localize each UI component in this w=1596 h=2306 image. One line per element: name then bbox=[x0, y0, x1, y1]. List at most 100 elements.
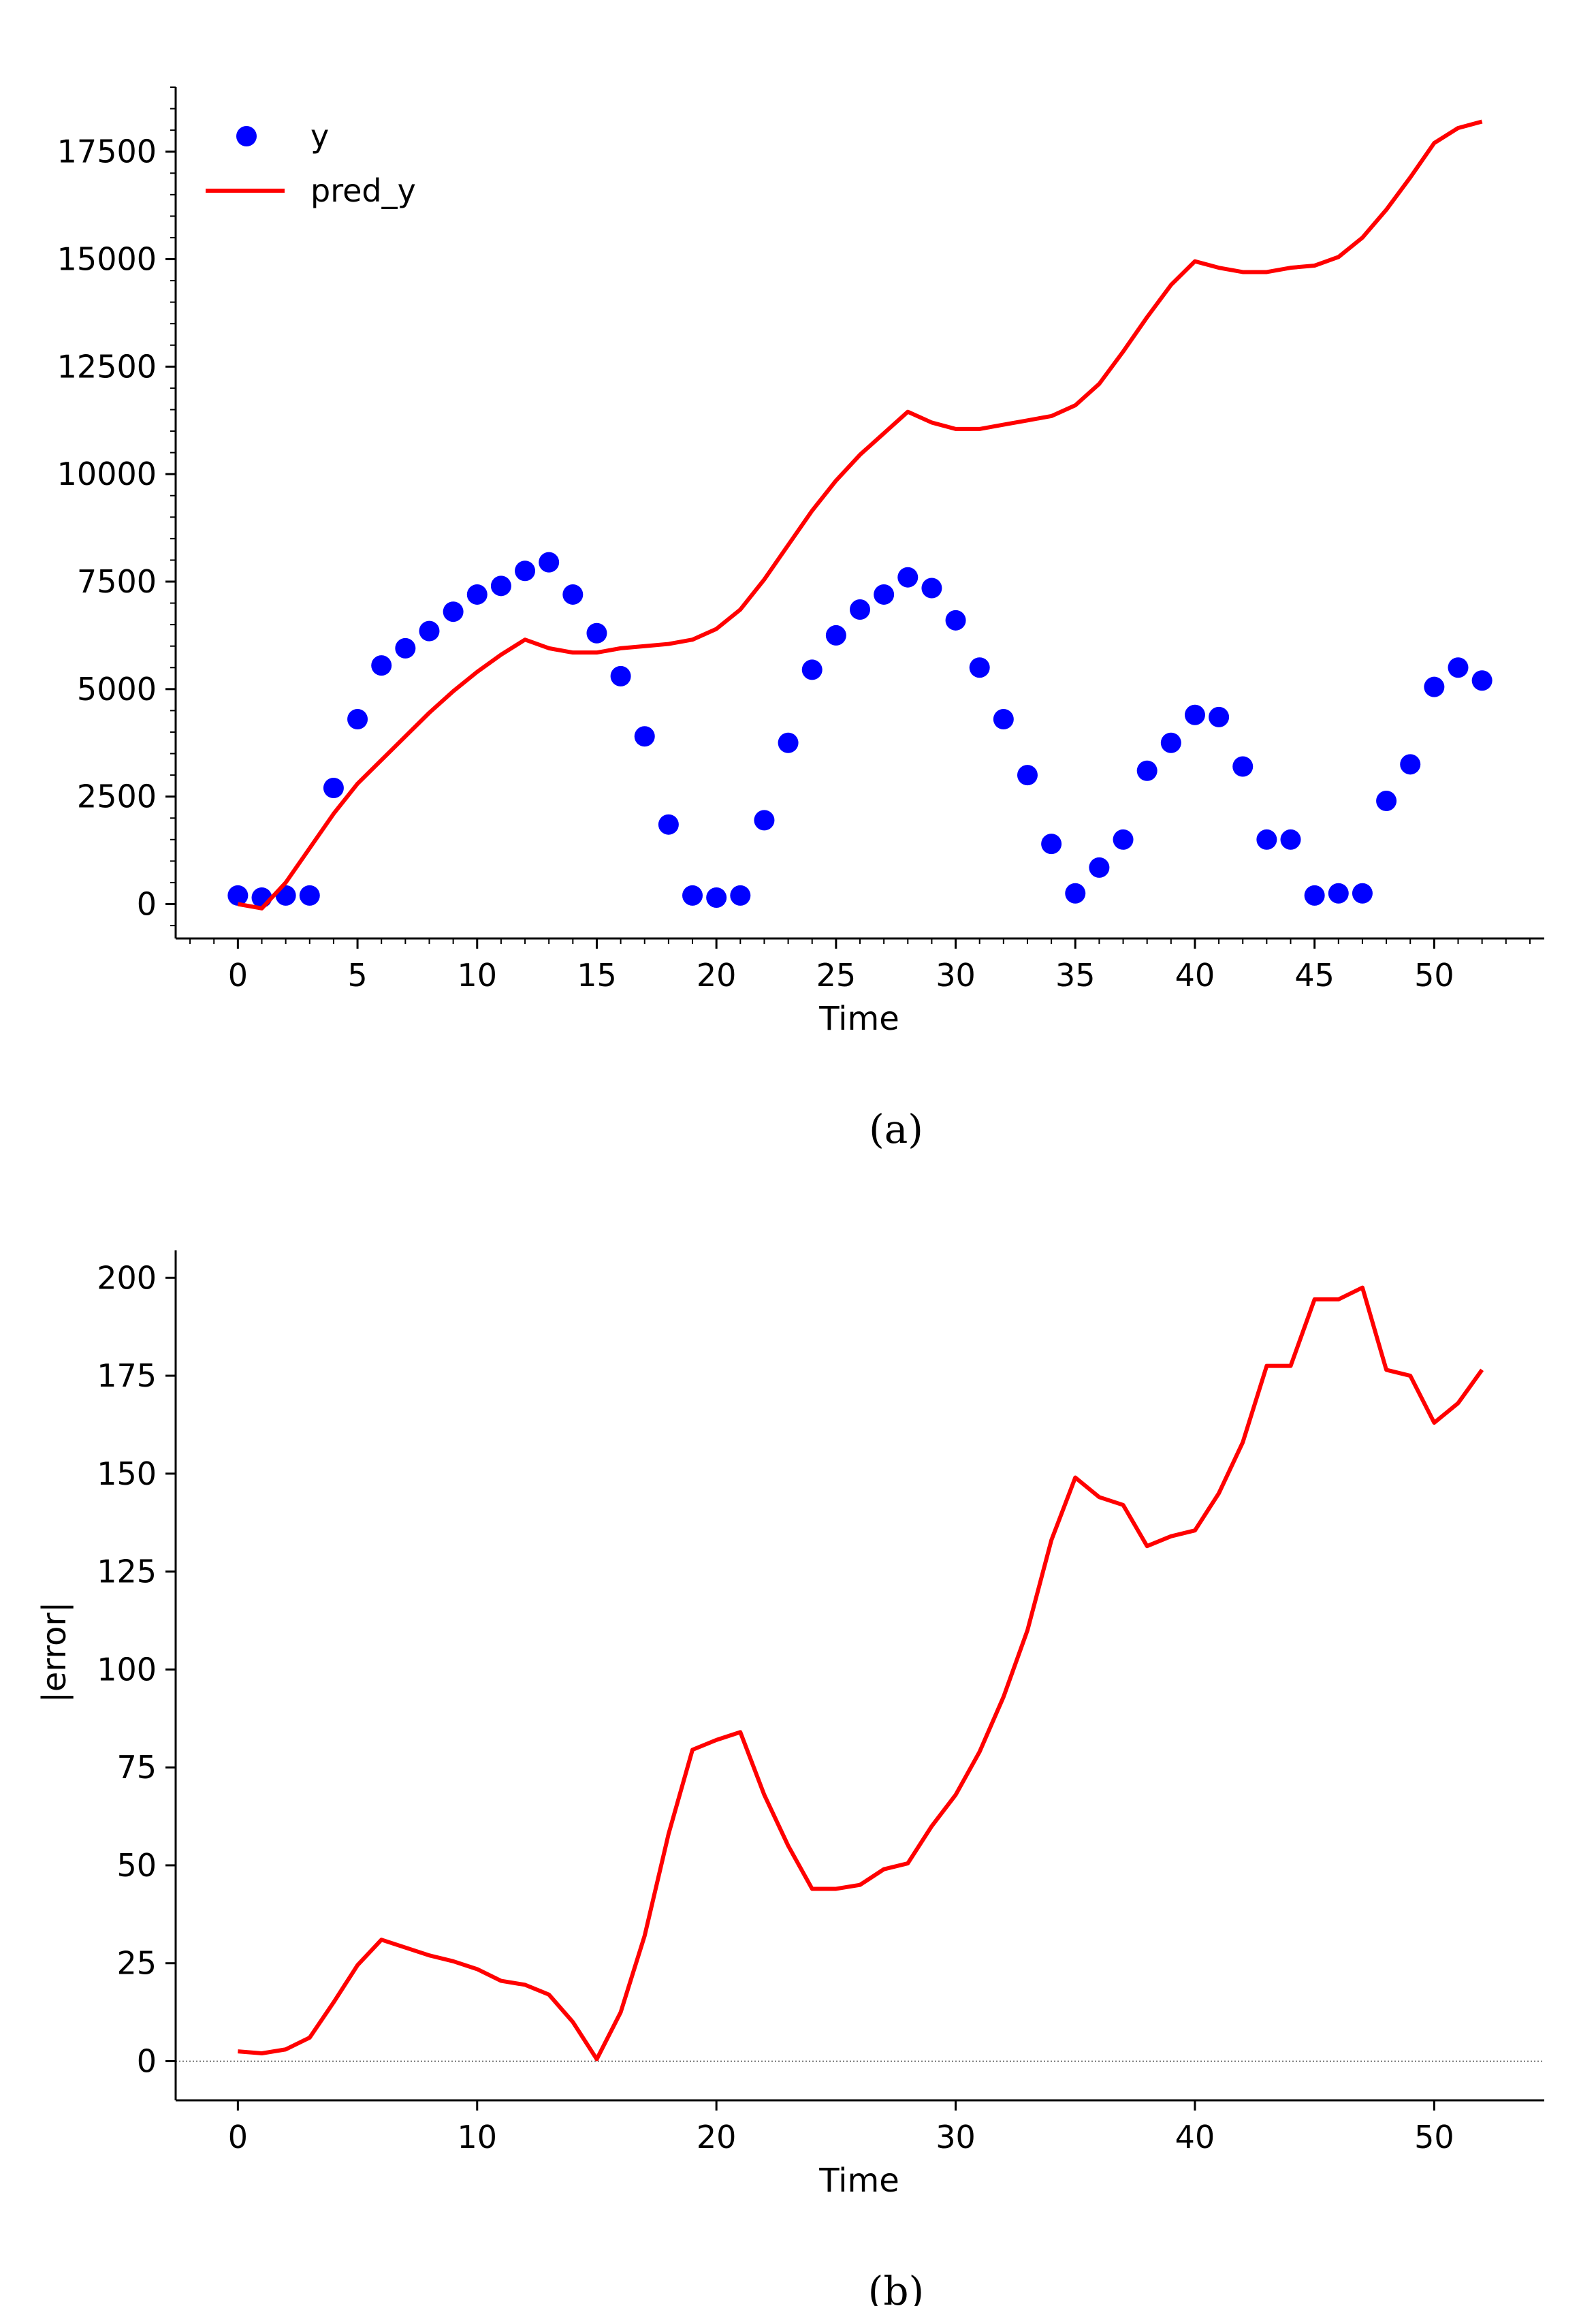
data-point-y-31 bbox=[969, 657, 990, 678]
data-point-y-30 bbox=[945, 610, 966, 631]
x-tick-label: 10 bbox=[457, 2119, 497, 2155]
data-point-y-13 bbox=[539, 552, 560, 573]
data-point-y-21 bbox=[730, 885, 751, 906]
data-point-y-32 bbox=[993, 709, 1014, 730]
data-point-y-8 bbox=[419, 620, 440, 642]
data-point-y-28 bbox=[897, 567, 919, 588]
x-tick-label: 25 bbox=[816, 957, 857, 994]
data-point-y-24 bbox=[801, 659, 823, 680]
series-line-series-0 bbox=[238, 1285, 1484, 2062]
chart-b-ylabel: |error| bbox=[35, 1602, 74, 1703]
data-point-y-17 bbox=[634, 726, 655, 747]
caption-a: (a) bbox=[869, 1106, 923, 1152]
y-tick-label: 75 bbox=[116, 1749, 157, 1786]
data-point-y-27 bbox=[874, 584, 895, 605]
data-point-y-26 bbox=[850, 599, 870, 620]
x-tick-label: 40 bbox=[1175, 2119, 1215, 2155]
data-point-y-11 bbox=[490, 575, 511, 597]
data-point-y-22 bbox=[754, 810, 775, 831]
chart-a-legend: y pred_y bbox=[206, 118, 416, 209]
data-point-y-9 bbox=[443, 601, 464, 622]
y-tick-label: 175 bbox=[97, 1357, 157, 1394]
x-tick-label: 40 bbox=[1175, 957, 1215, 994]
data-point-y-16 bbox=[610, 665, 631, 686]
data-point-y-3 bbox=[299, 885, 320, 906]
data-point-y-47 bbox=[1352, 883, 1373, 904]
data-point-y-33 bbox=[1017, 765, 1038, 786]
data-point-y-5 bbox=[347, 709, 368, 730]
data-point-y-52 bbox=[1471, 670, 1493, 691]
data-point-y-34 bbox=[1041, 834, 1062, 855]
chart-a-axes: 0 5 10 15 20 25 30 35 40 45 50 0 2500 5000 7500 10000 12… bbox=[57, 86, 1544, 994]
legend-marker-y bbox=[236, 126, 257, 146]
chart-b-marks bbox=[176, 1285, 1544, 2062]
data-point-y-18 bbox=[658, 814, 679, 835]
y-tick-label: 2500 bbox=[77, 778, 157, 815]
y-tick-label: 0 bbox=[137, 2042, 157, 2079]
series-line-pred_y bbox=[237, 119, 1483, 911]
data-point-y-4 bbox=[323, 778, 344, 799]
x-tick-label: 0 bbox=[228, 957, 248, 994]
caption-b: (b) bbox=[868, 2268, 924, 2306]
chart-panel-a: 0 5 10 15 20 25 30 35 40 45 50 0 2500 5000 7500 10000 12… bbox=[57, 86, 1544, 1038]
y-tick-label: 100 bbox=[97, 1651, 157, 1688]
x-tick-label: 20 bbox=[697, 957, 737, 994]
chart-b-xlabel: Time bbox=[818, 2162, 899, 2200]
chart-a-xlabel: Time bbox=[818, 1000, 899, 1038]
data-point-y-29 bbox=[921, 578, 942, 599]
x-tick-label: 50 bbox=[1414, 957, 1454, 994]
data-point-y-37 bbox=[1113, 829, 1134, 850]
data-point-y-20 bbox=[706, 887, 727, 909]
data-point-y-42 bbox=[1232, 756, 1254, 777]
x-tick-label: 15 bbox=[577, 957, 617, 994]
data-point-y-39 bbox=[1160, 732, 1181, 753]
x-tick-label: 10 bbox=[457, 957, 497, 994]
chart-b-axes: 0 10 20 30 40 50 0 25 50 75 100 125 150 175 200 bbox=[97, 1250, 1544, 2155]
data-point-y-6 bbox=[371, 655, 392, 676]
y-tick-label: 10000 bbox=[57, 456, 157, 492]
x-tick-label: 50 bbox=[1414, 2119, 1454, 2155]
y-tick-label: 25 bbox=[116, 1945, 157, 1982]
data-point-y-25 bbox=[825, 625, 846, 646]
y-tick-label: 17500 bbox=[57, 133, 157, 170]
data-point-y-35 bbox=[1065, 883, 1086, 904]
x-tick-label: 20 bbox=[697, 2119, 737, 2155]
legend-label-pred-y: pred_y bbox=[310, 172, 416, 209]
y-tick-label: 200 bbox=[97, 1259, 157, 1296]
chart-a-marks bbox=[227, 119, 1493, 911]
data-point-y-10 bbox=[466, 584, 488, 605]
data-point-y-43 bbox=[1256, 829, 1277, 850]
data-point-y-51 bbox=[1448, 657, 1469, 678]
data-point-y-48 bbox=[1376, 790, 1397, 811]
y-tick-label: 150 bbox=[97, 1455, 157, 1492]
data-point-y-23 bbox=[778, 732, 799, 753]
data-point-y-46 bbox=[1328, 883, 1349, 904]
data-point-y-49 bbox=[1400, 754, 1421, 775]
x-tick-label: 45 bbox=[1294, 957, 1335, 994]
data-point-y-1 bbox=[251, 887, 272, 909]
data-point-y-36 bbox=[1089, 857, 1110, 878]
data-point-y-45 bbox=[1304, 885, 1325, 906]
data-point-y-19 bbox=[682, 885, 703, 906]
data-point-y-41 bbox=[1209, 706, 1230, 727]
y-tick-label: 125 bbox=[97, 1553, 157, 1590]
x-tick-label: 5 bbox=[347, 957, 367, 994]
data-point-y-38 bbox=[1136, 760, 1158, 781]
y-tick-label: 5000 bbox=[77, 671, 157, 708]
data-point-y-14 bbox=[562, 584, 584, 605]
x-tick-label: 35 bbox=[1055, 957, 1096, 994]
y-tick-label: 50 bbox=[116, 1847, 157, 1884]
y-tick-label: 7500 bbox=[77, 563, 157, 600]
data-point-y-12 bbox=[515, 560, 536, 582]
x-tick-label: 30 bbox=[936, 2119, 976, 2155]
data-point-y-40 bbox=[1184, 704, 1205, 725]
data-point-y-44 bbox=[1280, 829, 1301, 850]
data-point-y-7 bbox=[395, 637, 416, 659]
x-tick-label: 30 bbox=[936, 957, 976, 994]
data-point-y-50 bbox=[1424, 676, 1445, 697]
chart-panel-b: 0 10 20 30 40 50 0 25 50 75 100 125 150 175 200 Time |… bbox=[35, 1250, 1544, 2200]
data-point-y-15 bbox=[586, 622, 607, 644]
data-point-y-0 bbox=[227, 885, 249, 906]
y-tick-label: 0 bbox=[137, 885, 157, 922]
